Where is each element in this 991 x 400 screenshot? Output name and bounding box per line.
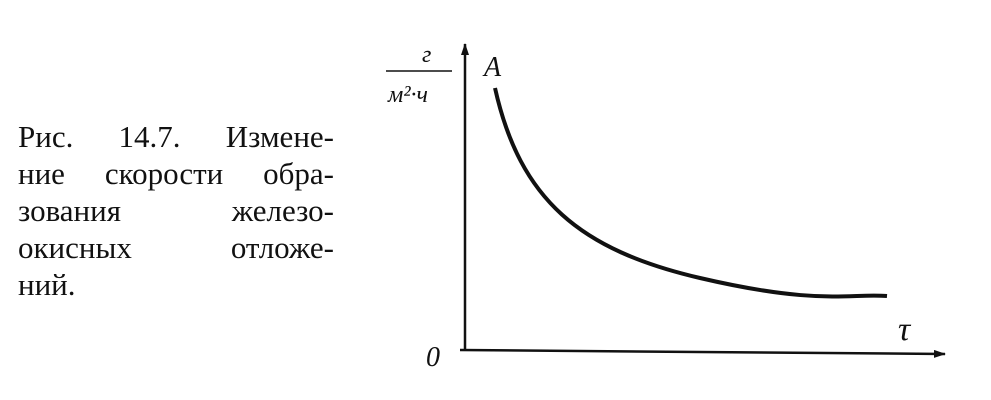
x-axis-label: τ bbox=[898, 311, 912, 348]
curve bbox=[493, 87, 888, 299]
caption-line: окисных отложе- bbox=[18, 230, 334, 265]
caption-line: ние скорости обра- bbox=[18, 156, 334, 191]
origin-label: 0 bbox=[426, 342, 440, 373]
caption-line: ний. bbox=[18, 267, 76, 302]
caption-line: Рис. 14.7. Измене- bbox=[18, 119, 334, 154]
x-axis bbox=[459, 348, 946, 358]
y-label-denominator: м²·ч bbox=[387, 82, 428, 108]
curve-label: A bbox=[482, 52, 502, 83]
figure-caption: Рис. 14.7. Измене- ние скорости обра- зо… bbox=[18, 118, 334, 303]
caption-line: зования железо- bbox=[18, 193, 334, 228]
y-label-numerator: г bbox=[422, 42, 431, 68]
